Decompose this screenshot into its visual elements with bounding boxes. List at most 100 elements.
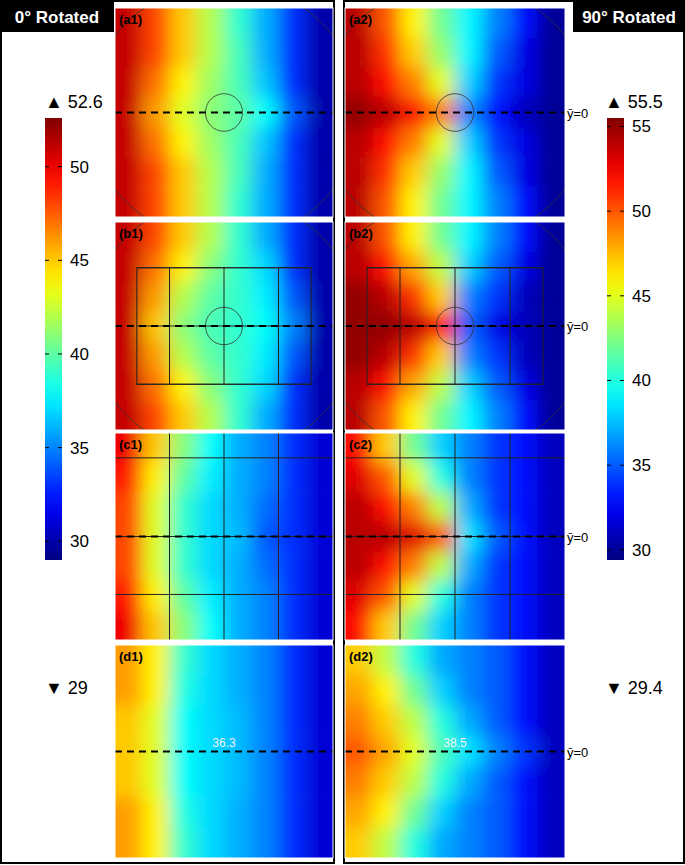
heatmap-cell [428,767,456,798]
structure-line [345,222,565,430]
heatmap-cell [510,127,538,157]
heatmap-cell [279,371,307,401]
heatmap-cell [400,767,428,798]
heatmap-cell [400,68,428,98]
heatmap-cell [279,38,307,68]
heatmap-cell [455,463,483,493]
heatmap-cell [400,187,428,217]
heatmap-cell [428,610,456,640]
heatmap-cell [400,8,428,38]
heatmap-cell [279,610,307,640]
heatmap-cell [251,68,279,98]
heatmap-cell [197,252,225,282]
heatmap-cell [279,157,307,187]
heatmap-cell [224,581,252,611]
heatmap-cell [170,371,198,401]
heatmap-cell [483,828,511,858]
heatmap-cell [170,706,198,737]
heatmap-cell [170,281,198,311]
heatmap-cell [224,706,252,737]
heatmap-cell [251,281,279,311]
column-frame [344,1,684,863]
structure-line [115,457,333,458]
heatmap-cell [538,767,566,798]
colorbar-tick-label: 35 [70,439,89,458]
heatmap-cell [142,157,170,187]
heatmap-cell [142,252,170,282]
heatmap-cell [400,38,428,68]
heatmap-cell [170,157,198,187]
panel-frame [345,222,565,430]
heatmap-cell [142,706,170,737]
heatmap-cell [306,341,333,371]
heatmap-cell [224,252,252,282]
axis-label: ȳ=0 [567,319,588,334]
heatmap-cell [170,341,198,371]
heatmap-cells [115,433,333,640]
colorbar-tick-label: 40 [70,345,89,364]
colorbar-tick [45,260,49,261]
heatmap-cell [142,463,170,493]
heatmap-cell [538,551,566,581]
heatmap-cell [510,38,538,68]
heatmap-cell [345,463,373,493]
heatmap-cell [483,127,511,157]
center-line [115,112,333,114]
heatmap-cell [224,645,252,676]
heatmap-cell [455,767,483,798]
heatmap-cell [224,767,252,798]
structure-line [345,8,565,217]
heatmap-cell [373,797,401,828]
heatmap-cell [197,610,225,640]
heatmap-cell [279,68,307,98]
heatmap-cell [251,8,279,38]
heatmap-cell [170,463,198,493]
heatmap-cell [483,581,511,611]
heatmap-cell [538,38,566,68]
heatmap-cell [428,8,456,38]
heatmap-cell [170,610,198,640]
heatmap-cell [510,400,538,430]
heatmap-cell [538,341,566,371]
heatmap-cell [455,610,483,640]
heatmap-cell [115,767,143,798]
heatmap-cell [197,127,225,157]
heatmap-cell [455,68,483,98]
heatmap-cell [538,675,566,706]
heatmap-cell [251,610,279,640]
center-line [345,751,565,753]
heatmap-cell [510,706,538,737]
heatmap-cell [197,433,225,463]
heatmap-cell [373,68,401,98]
heatmap-cell [251,38,279,68]
colorbar-tick [607,549,611,550]
heatmap-cell [455,551,483,581]
heatmap-cell [428,341,456,371]
heatmap-cell [538,581,566,611]
heatmap-cell [345,492,373,522]
heatmap-cell [510,581,538,611]
heatmap-cell [510,492,538,522]
heatmap-cell [197,68,225,98]
heatmap-cell [400,371,428,401]
heatmap-cell [197,281,225,311]
heatmap-cell [428,581,456,611]
panel-frame [345,645,565,858]
heatmap-cell [428,281,456,311]
heatmap-cell [115,610,143,640]
heatmap-cell [251,706,279,737]
heatmap-cell [483,371,511,401]
heatmap-cell [373,492,401,522]
heatmap-cell [279,222,307,252]
heatmap-cell [197,371,225,401]
heatmap-cell [142,371,170,401]
heatmap-cell [455,252,483,282]
heatmap-cell [170,797,198,828]
panel-frame [345,8,565,217]
heatmap-cell [538,463,566,493]
heatmap-cell [170,492,198,522]
center-line [345,325,565,327]
heatmap-cell [373,706,401,737]
panel-label: (a1) [119,12,142,27]
title: 90° Rotated [582,8,676,27]
